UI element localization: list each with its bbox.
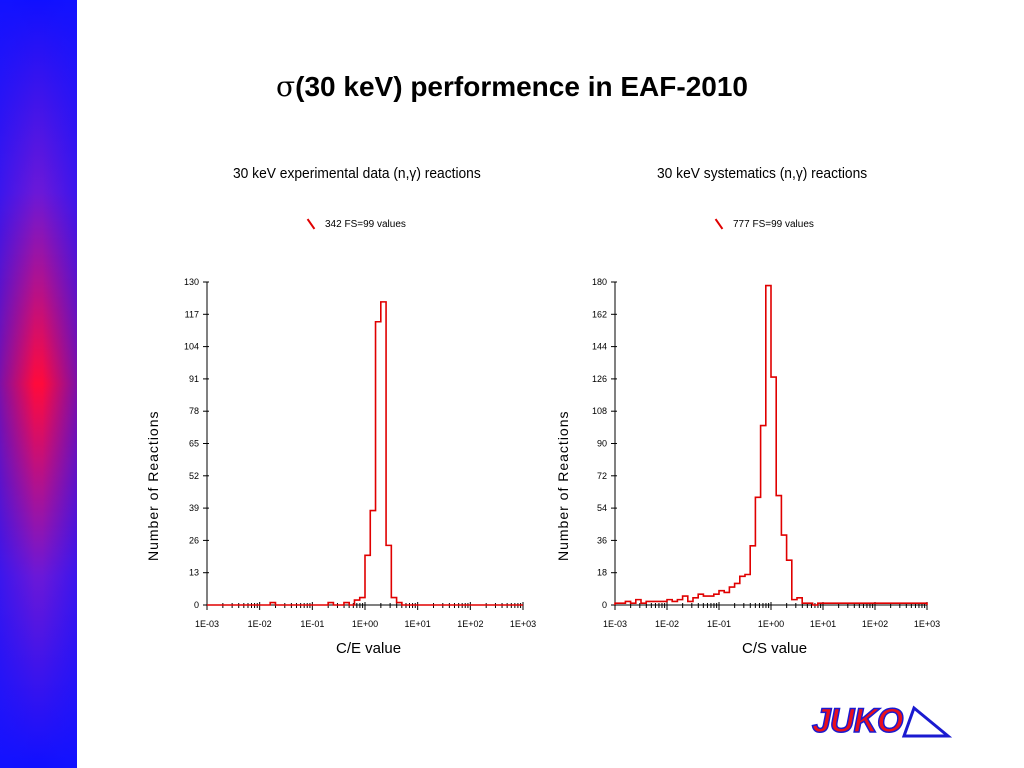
histogram-series-line (207, 301, 523, 606)
y-tick-label: 52 (189, 471, 199, 481)
y-tick-label: 0 (602, 600, 607, 610)
chart-title: 30 keV systematics (n,γ) reactions (657, 165, 868, 182)
x-tick-label: 1E+00 (758, 619, 784, 629)
x-tick-label: 1E+03 (914, 619, 940, 629)
x-tick-label: 1E+03 (510, 619, 536, 629)
legend-label: 777 FS=99 values (733, 219, 814, 230)
x-tick-label: 1E-02 (248, 619, 272, 629)
logo-text: JUKO (811, 701, 904, 741)
x-tick-label: 1E+01 (810, 619, 836, 629)
histogram-bin (724, 592, 729, 605)
x-tick-label: 1E+01 (405, 619, 431, 629)
x-tick-label: 1E-03 (195, 619, 219, 629)
y-tick-label: 117 (185, 309, 199, 319)
y-tick-label: 65 (189, 439, 199, 449)
y-tick-label: 144 (592, 342, 607, 352)
chart-legend: 342 FS=99 values (305, 218, 406, 230)
side-gradient-bar (0, 0, 77, 768)
chart-systematics: 30 keV systematics (n,γ) reactions 777 F… (550, 155, 950, 665)
y-tick-label: 130 (184, 277, 199, 287)
y-tick-label: 180 (592, 277, 607, 287)
x-tick-label: 1E+02 (862, 619, 888, 629)
y-tick-label: 108 (592, 406, 607, 416)
histogram-bin (745, 574, 750, 605)
slide-title: σ(30 keV) performence in EAF-2010 (0, 70, 1024, 103)
chart-plot-area: 0 18 36 54 72 90 108 126 144 162 180 1E-03 1E-02 1E-0… (592, 277, 940, 629)
y-tick-label: 0 (194, 600, 199, 610)
y-tick-label: 72 (597, 471, 607, 481)
y-tick-label: 126 (592, 374, 607, 384)
x-tick-label: 1E-03 (603, 619, 627, 629)
y-tick-label: 162 (592, 309, 607, 319)
title-text: (30 keV) performence in EAF-2010 (295, 71, 748, 102)
x-tick-label: 1E+02 (457, 619, 483, 629)
x-tick-label: 1E-01 (707, 619, 731, 629)
y-tick-label: 39 (189, 503, 199, 513)
y-tick-label: 36 (597, 535, 607, 545)
juko-logo: JUKO (811, 700, 952, 744)
y-tick-label: 54 (597, 503, 607, 513)
y-tick-label: 104 (184, 342, 199, 352)
y-tick-label: 26 (189, 535, 199, 545)
chart-title: 30 keV experimental data (n,γ) reactions (233, 165, 481, 182)
logo-triangle-icon (901, 705, 952, 738)
y-tick-label: 18 (597, 568, 607, 578)
title-sigma: σ (276, 70, 296, 103)
x-axis-label: C/S value (742, 640, 808, 657)
chart-plot-area: 0 13 26 39 52 65 78 91 104 117 130 1E-03 1E-02 1E-01 1… (184, 277, 536, 629)
x-tick-label: 1E+00 (352, 619, 378, 629)
x-tick-label: 1E-01 (300, 619, 324, 629)
y-tick-label: 78 (189, 406, 199, 416)
chart-legend: 777 FS=99 values (713, 218, 814, 230)
y-tick-label: 90 (597, 439, 607, 449)
y-tick-label: 13 (189, 568, 199, 578)
x-tick-label: 1E-02 (655, 619, 679, 629)
histogram-series-line (614, 284, 928, 606)
chart-experimental: 30 keV experimental data (n,γ) reactions… (140, 155, 540, 665)
y-tick-label: 91 (189, 374, 199, 384)
legend-label: 342 FS=99 values (325, 219, 406, 230)
x-axis-label: C/E value (336, 640, 402, 657)
